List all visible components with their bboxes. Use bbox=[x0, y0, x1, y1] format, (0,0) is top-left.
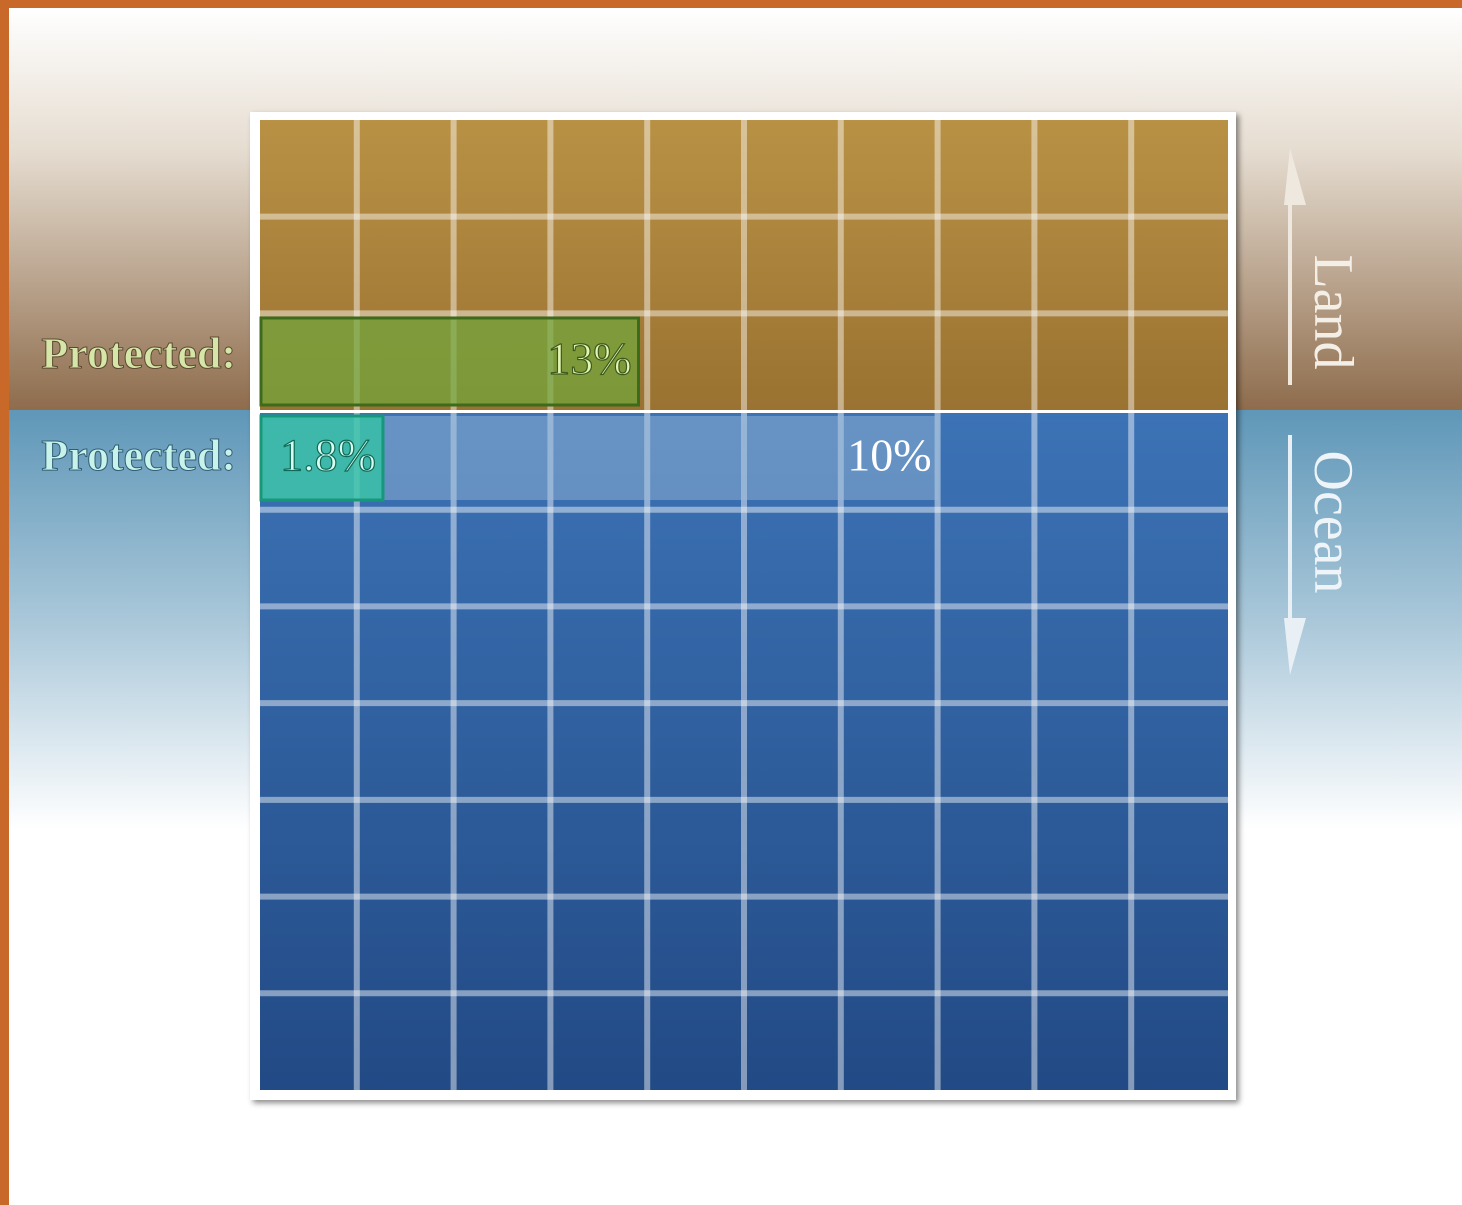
value-label: 1.8% bbox=[280, 430, 376, 481]
land-label: Land bbox=[1302, 254, 1364, 369]
value-label: 10% bbox=[847, 430, 931, 481]
ocean-area bbox=[260, 413, 1228, 1090]
protected-bar bbox=[259, 316, 641, 407]
land-protected-label: Protected: bbox=[41, 329, 236, 378]
ocean-label: Ocean bbox=[1302, 450, 1364, 593]
ocean-protected-label: Protected: bbox=[41, 431, 236, 480]
land-arrow bbox=[1284, 148, 1306, 385]
protected-bar bbox=[259, 414, 385, 502]
marks: 13% 10% 1.8% bbox=[259, 316, 939, 502]
value-label: 13% bbox=[547, 333, 631, 384]
ocean-arrow bbox=[1284, 435, 1306, 675]
